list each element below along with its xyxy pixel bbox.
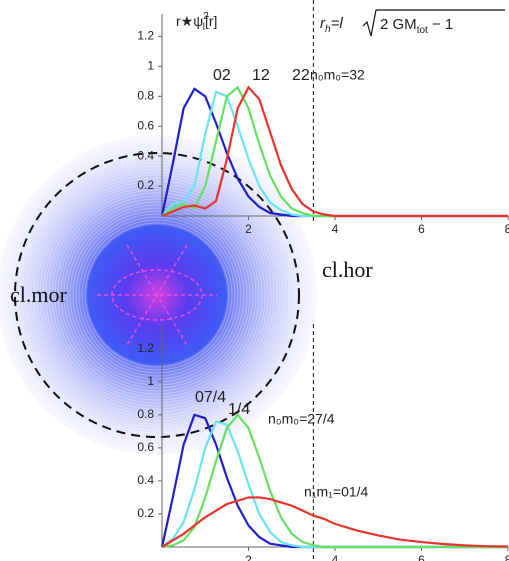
x-tick-label: 6 bbox=[418, 553, 425, 561]
x-tick-label: 6 bbox=[418, 222, 425, 236]
y-tick-label: 1 bbox=[147, 59, 154, 73]
series-label: n₀m₀=27/4 bbox=[268, 411, 335, 427]
ann-gm: 2 GM bbox=[380, 16, 417, 33]
y-tick-label: 0.8 bbox=[137, 407, 154, 421]
ann-minus: − 1 bbox=[428, 16, 453, 33]
y-label-end: [r] bbox=[205, 13, 217, 29]
series-line bbox=[162, 497, 508, 547]
orbital-disk: cl.mor cl.hor bbox=[0, 135, 373, 455]
figure: cl.mor cl.hor 0.20.40.60.811.22468021222… bbox=[0, 0, 509, 561]
series-label: 22 bbox=[292, 67, 310, 84]
y-tick-label: 1.2 bbox=[137, 29, 154, 43]
x-tick-label: 8 bbox=[505, 222, 509, 236]
x-tick-label: 4 bbox=[332, 222, 339, 236]
page: {"chart_data": [ {"type": "line", "ylabe… bbox=[0, 0, 509, 561]
series-label: n₀m₀=32 bbox=[310, 67, 365, 83]
y-tick-label: 0.6 bbox=[137, 440, 154, 454]
annotation-root: 2 GMtot − 1 bbox=[380, 16, 453, 36]
label-left: cl.mor bbox=[10, 282, 67, 307]
y-tick-label: 0.4 bbox=[137, 473, 154, 487]
series-label: n₁m₁=01/4 bbox=[304, 484, 369, 500]
y-tick-label: 0.2 bbox=[137, 178, 154, 192]
ann-tot: tot bbox=[417, 25, 428, 36]
x-tick-label: 2 bbox=[245, 222, 252, 236]
x-tick-label: 4 bbox=[332, 553, 339, 561]
ann-eq: =l bbox=[331, 15, 344, 32]
y-tick-label: 0.4 bbox=[137, 148, 154, 162]
y-tick-label: 0.6 bbox=[137, 118, 154, 132]
y-tick-label: 1.2 bbox=[137, 341, 154, 355]
label-right: cl.hor bbox=[322, 257, 373, 282]
x-tick-label: 2 bbox=[245, 553, 252, 561]
x-tick-label: 8 bbox=[505, 553, 509, 561]
y-label-main: r★ψ bbox=[176, 13, 203, 29]
series-label: 07/4 bbox=[195, 389, 226, 406]
annotation: rh=l bbox=[320, 15, 343, 35]
series-label: 12 bbox=[252, 67, 270, 84]
y-tick-label: 0.2 bbox=[137, 506, 154, 520]
series-label: 02 bbox=[213, 67, 231, 84]
y-tick-label: 0.8 bbox=[137, 88, 154, 102]
y-tick-label: 1 bbox=[147, 374, 154, 388]
